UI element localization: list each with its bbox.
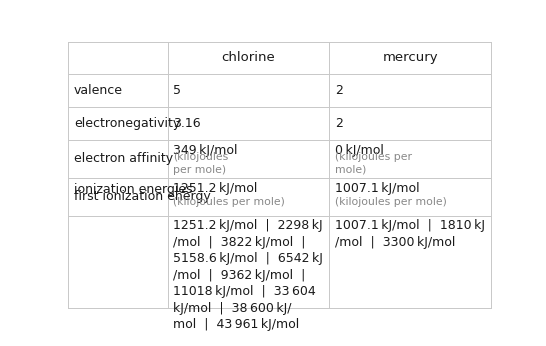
Text: 1007.1 kJ/mol  |  1810 kJ
/mol  |  3300 kJ/mol: 1007.1 kJ/mol | 1810 kJ /mol | 3300 kJ/m… (335, 219, 485, 249)
Text: 2: 2 (335, 117, 343, 130)
Text: valence: valence (74, 84, 123, 97)
Text: 5: 5 (173, 84, 181, 97)
Text: 349 kJ/mol: 349 kJ/mol (173, 144, 238, 157)
Text: (kilojoules
per mole): (kilojoules per mole) (173, 152, 228, 175)
Text: ionization energies: ionization energies (74, 183, 192, 196)
Text: (kilojoules per mole): (kilojoules per mole) (173, 197, 285, 207)
Text: (kilojoules per mole): (kilojoules per mole) (335, 197, 447, 207)
Text: 1007.1 kJ/mol: 1007.1 kJ/mol (335, 182, 419, 195)
Text: 3.16: 3.16 (173, 117, 201, 130)
Text: 1251.2 kJ/mol: 1251.2 kJ/mol (173, 182, 258, 195)
Text: electron affinity: electron affinity (74, 152, 173, 165)
Text: 2: 2 (335, 84, 343, 97)
Text: 1251.2 kJ/mol  |  2298 kJ
/mol  |  3822 kJ/mol  |
5158.6 kJ/mol  |  6542 kJ
/mol: 1251.2 kJ/mol | 2298 kJ /mol | 3822 kJ/m… (173, 219, 323, 331)
Text: first ionization energy: first ionization energy (74, 191, 211, 203)
Text: electronegativity: electronegativity (74, 117, 180, 130)
Text: 0 kJ/mol: 0 kJ/mol (335, 144, 384, 157)
Text: mercury: mercury (383, 52, 438, 64)
Text: (kilojoules per
mole): (kilojoules per mole) (335, 152, 412, 175)
Text: chlorine: chlorine (222, 52, 275, 64)
